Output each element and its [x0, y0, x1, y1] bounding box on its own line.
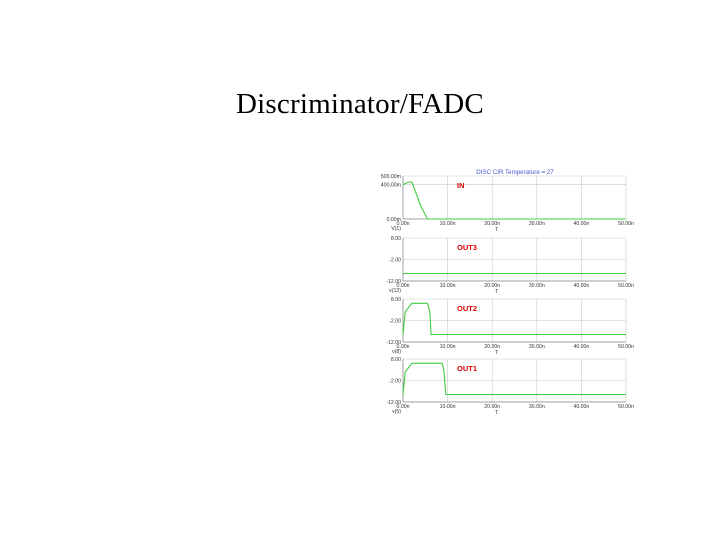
- x-tick-label: 10.00n: [440, 283, 456, 289]
- x-axis-label: T: [495, 289, 499, 295]
- x-axis-label: T: [495, 410, 499, 416]
- y-tick-label: 8.00: [391, 236, 401, 242]
- panel-label: OUT3: [457, 243, 477, 252]
- y-tick-label: 0.00m: [387, 217, 401, 223]
- x-tick-label: 10.00n: [440, 221, 456, 227]
- x-tick-label: 40.00n: [573, 221, 589, 227]
- y-tick-label: -2.00: [389, 379, 401, 385]
- y-tick-label: 500.00m: [381, 174, 401, 180]
- x-tick-label: 20.00n: [484, 221, 500, 227]
- x-tick-label: 0.00n: [397, 404, 410, 410]
- x-tick-label: 0.00n: [397, 344, 410, 350]
- x-tick-label: 50.00n: [618, 404, 634, 410]
- panel-out1: 0.00n 10.00n 20.00n 30.00n 40.00n 50.00n 8.00 -…: [386, 357, 634, 416]
- signal-name: v(8): [392, 349, 401, 355]
- x-tick-label: 0.00n: [397, 283, 410, 289]
- y-tick-label: -12.00: [386, 279, 401, 285]
- x-tick-label: 40.00n: [573, 344, 589, 350]
- x-tick-label: 50.00n: [618, 344, 634, 350]
- x-axis-label: T: [495, 350, 499, 356]
- x-tick-label: 20.00n: [484, 344, 500, 350]
- x-axis-label: T: [495, 227, 499, 233]
- x-tick-label: 40.00n: [573, 283, 589, 289]
- y-tick-label: 8.00: [391, 297, 401, 303]
- x-tick-label: 30.00n: [529, 404, 545, 410]
- signal-name: v(13): [389, 288, 401, 294]
- x-tick-label: 30.00n: [529, 221, 545, 227]
- panel-label: IN: [457, 181, 465, 190]
- series-line-in: [402, 181, 626, 220]
- x-tick-label: 40.00n: [573, 404, 589, 410]
- x-tick-label: 30.00n: [529, 344, 545, 350]
- signal-name: V(1): [391, 226, 401, 232]
- y-tick-label: 400.00m: [381, 183, 401, 189]
- x-tick-label: 10.00n: [440, 404, 456, 410]
- spice-simulation-figure: DISC CIR Temperature = 27 0.00n 10.00n 20.0…: [381, 169, 634, 416]
- panel-in: 0.00n 10.00n 20.00n 30.00n 40.00n 50.00n 500.0…: [381, 174, 634, 233]
- x-tick-label: 20.00n: [484, 404, 500, 410]
- panel-label: OUT2: [457, 304, 477, 313]
- panel-out3: 0.00n 10.00n 20.00n 30.00n 40.00n 50.00n 8.00 -…: [386, 236, 634, 295]
- y-tick-label: -2.00: [389, 258, 401, 264]
- series-line-out2: [402, 302, 626, 336]
- series-line-out1: [402, 362, 626, 396]
- y-tick-label: -12.00: [386, 340, 401, 346]
- panel-out2: 0.00n 10.00n 20.00n 30.00n 40.00n 50.00n 8.00 -…: [386, 297, 634, 356]
- slide-title: Discriminator/FADC: [236, 88, 484, 120]
- x-tick-label: 50.00n: [618, 283, 634, 289]
- y-tick-label: -2.00: [389, 319, 401, 325]
- signal-name: v(5): [392, 409, 401, 415]
- x-tick-label: 10.00n: [440, 344, 456, 350]
- panel-label: OUT1: [457, 364, 477, 373]
- chart-title: DISC CIR Temperature = 27: [476, 169, 554, 176]
- x-tick-label: 50.00n: [618, 221, 634, 227]
- y-tick-label: 8.00: [391, 357, 401, 363]
- x-tick-label: 0.00n: [397, 221, 410, 227]
- y-tick-label: -12.00: [386, 400, 401, 406]
- x-tick-label: 20.00n: [484, 283, 500, 289]
- x-tick-label: 30.00n: [529, 283, 545, 289]
